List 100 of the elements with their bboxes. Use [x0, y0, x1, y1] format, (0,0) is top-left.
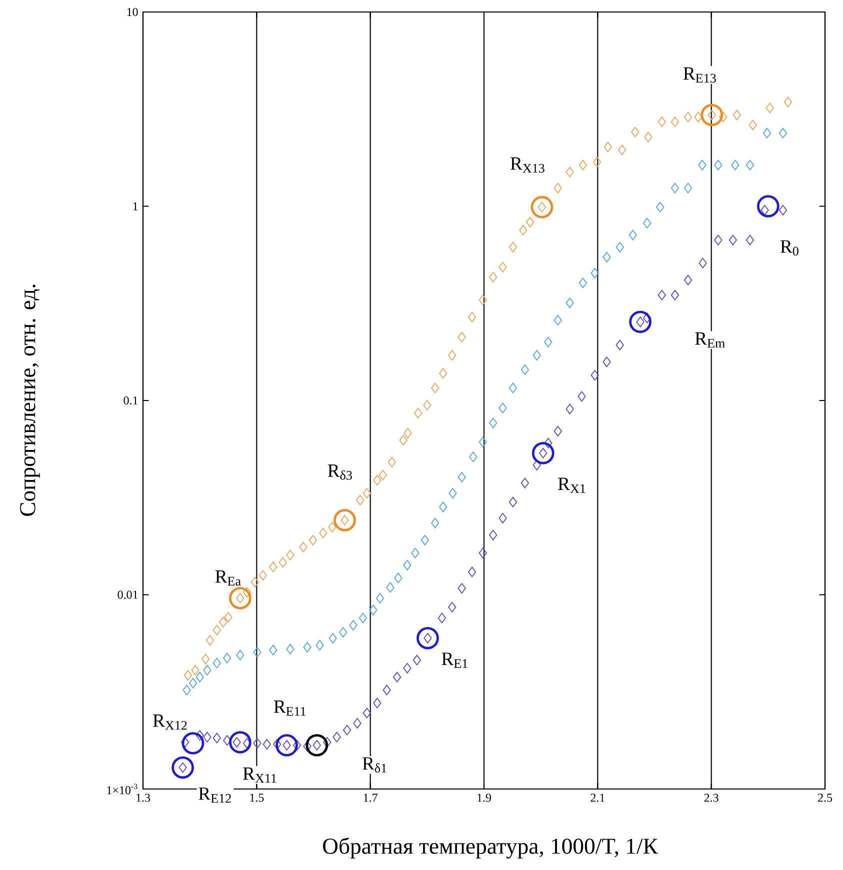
point — [299, 542, 308, 552]
point — [578, 391, 586, 402]
point — [566, 166, 574, 178]
point — [604, 142, 612, 152]
point — [182, 732, 204, 754]
point — [732, 110, 741, 120]
point — [670, 182, 680, 194]
point — [258, 570, 267, 581]
point — [412, 654, 421, 666]
point — [349, 620, 358, 630]
point — [489, 272, 498, 282]
point — [508, 496, 518, 508]
point — [489, 530, 498, 540]
point — [566, 404, 574, 414]
point — [658, 116, 666, 128]
point — [353, 718, 362, 729]
point — [420, 534, 429, 546]
point — [229, 731, 252, 754]
point — [212, 658, 221, 668]
point — [778, 204, 788, 216]
point — [196, 730, 204, 741]
point — [778, 128, 788, 138]
point — [431, 518, 440, 528]
point — [532, 442, 554, 464]
point — [439, 502, 448, 512]
y-tick-label: 10 — [127, 8, 138, 16]
x-axis-title: Обратная температура, 1000/T, 1/К — [323, 837, 658, 859]
x-tick-label: 2.1 — [590, 794, 604, 802]
annotation: R$_{X13}$ — [510, 157, 544, 173]
point — [188, 678, 198, 688]
point — [698, 258, 707, 268]
point — [700, 104, 724, 126]
point — [369, 604, 378, 616]
point — [458, 583, 466, 594]
y-tick-label: 1×10$^{-3}$ — [107, 784, 138, 794]
annotation: R$_{E12}$ — [198, 788, 231, 803]
annotation: R$_{X11}$ — [243, 767, 276, 783]
point — [262, 738, 271, 750]
point — [376, 592, 384, 604]
point — [269, 562, 278, 572]
point — [519, 224, 528, 236]
point — [196, 672, 204, 682]
point — [520, 364, 529, 376]
point — [382, 684, 391, 696]
y-axis-title: Сопротивление, отн. ед. — [20, 284, 40, 516]
point — [530, 196, 554, 218]
x-tick-label: 1.3 — [136, 794, 150, 802]
point — [719, 112, 728, 122]
point — [319, 528, 328, 538]
annotation: R$_{E11}$ — [274, 700, 306, 716]
point — [684, 112, 692, 122]
point — [746, 234, 754, 246]
point — [303, 642, 312, 652]
point — [656, 202, 664, 212]
point — [616, 340, 624, 350]
point — [308, 534, 317, 546]
point — [278, 557, 287, 568]
x-tick-label: 1.7 — [364, 794, 378, 802]
point — [593, 156, 602, 168]
point — [468, 312, 476, 322]
point — [356, 494, 364, 506]
point — [273, 738, 282, 750]
x-tick-label: 1.9 — [478, 794, 492, 802]
point — [184, 670, 192, 681]
point — [618, 144, 626, 156]
point — [526, 216, 534, 228]
point — [250, 576, 260, 588]
annotation: R$_{0}$ — [780, 240, 798, 256]
point — [292, 740, 302, 750]
y-tick-label: 0.01 — [118, 590, 138, 599]
point — [602, 252, 611, 262]
point — [394, 572, 402, 584]
point — [508, 242, 518, 252]
point — [236, 650, 244, 660]
point — [362, 708, 371, 718]
point — [403, 560, 412, 570]
point — [328, 522, 336, 532]
point — [399, 434, 408, 446]
point — [328, 633, 337, 644]
point — [182, 684, 191, 696]
point — [616, 242, 624, 252]
point — [373, 474, 382, 486]
point — [520, 478, 529, 488]
point — [431, 382, 440, 394]
point — [388, 456, 396, 468]
annotation: R$_{E1}$ — [442, 652, 468, 668]
annotation: R$_{Em}$ — [695, 332, 725, 348]
point — [644, 132, 652, 142]
point — [670, 290, 680, 300]
point — [403, 662, 412, 674]
point — [469, 452, 478, 462]
point — [286, 644, 294, 654]
point — [658, 290, 666, 300]
point — [694, 112, 702, 122]
point — [242, 587, 252, 598]
point — [203, 664, 212, 676]
point — [423, 400, 432, 410]
x-tick-label: 2.5 — [818, 794, 832, 802]
point — [342, 724, 352, 736]
point — [206, 635, 214, 646]
